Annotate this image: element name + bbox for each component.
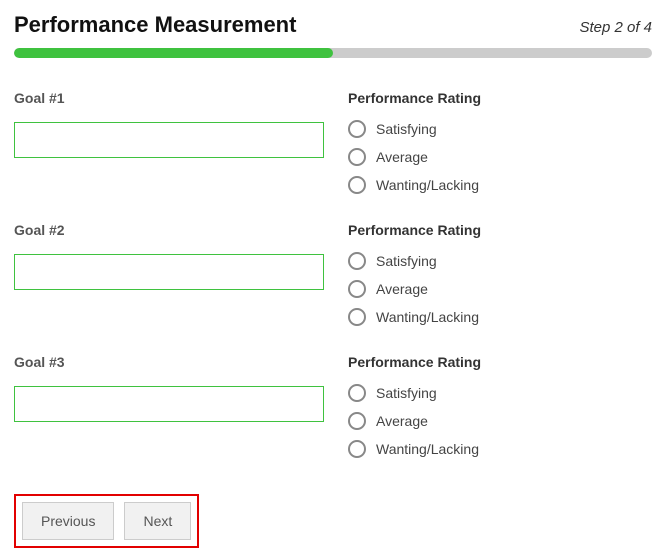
- rating-group-1: Satisfying Average Wanting/Lacking: [348, 120, 652, 194]
- rating-option[interactable]: Average: [348, 412, 652, 430]
- radio-icon: [348, 280, 366, 298]
- rating-option-label: Average: [376, 281, 428, 297]
- nav-button-bar: Previous Next: [14, 494, 199, 548]
- next-button[interactable]: Next: [124, 502, 191, 540]
- rating-option[interactable]: Average: [348, 280, 652, 298]
- rating-option[interactable]: Wanting/Lacking: [348, 176, 652, 194]
- radio-icon: [348, 176, 366, 194]
- radio-icon: [348, 120, 366, 138]
- progress-fill: [14, 48, 333, 58]
- goal-input-3[interactable]: [14, 386, 324, 422]
- rating-option-label: Wanting/Lacking: [376, 441, 479, 457]
- radio-icon: [348, 252, 366, 270]
- rating-heading: Performance Rating: [348, 222, 652, 238]
- rating-group-3: Satisfying Average Wanting/Lacking: [348, 384, 652, 458]
- goal-row: Goal #1 Performance Rating Satisfying Av…: [14, 90, 652, 204]
- rating-option-label: Average: [376, 413, 428, 429]
- rating-option[interactable]: Satisfying: [348, 384, 652, 402]
- radio-icon: [348, 384, 366, 402]
- rating-option[interactable]: Average: [348, 148, 652, 166]
- rating-option-label: Satisfying: [376, 121, 437, 137]
- rating-heading: Performance Rating: [348, 90, 652, 106]
- previous-button[interactable]: Previous: [22, 502, 114, 540]
- goal-row: Goal #3 Performance Rating Satisfying Av…: [14, 354, 652, 468]
- goal-input-1[interactable]: [14, 122, 324, 158]
- rating-option[interactable]: Satisfying: [348, 252, 652, 270]
- radio-icon: [348, 148, 366, 166]
- rating-option[interactable]: Satisfying: [348, 120, 652, 138]
- goal-label: Goal #1: [14, 90, 324, 106]
- goal-label: Goal #2: [14, 222, 324, 238]
- rating-option-label: Average: [376, 149, 428, 165]
- goal-row: Goal #2 Performance Rating Satisfying Av…: [14, 222, 652, 336]
- goal-label: Goal #3: [14, 354, 324, 370]
- radio-icon: [348, 440, 366, 458]
- rating-group-2: Satisfying Average Wanting/Lacking: [348, 252, 652, 326]
- page-title: Performance Measurement: [14, 12, 296, 38]
- radio-icon: [348, 308, 366, 326]
- rating-option-label: Satisfying: [376, 253, 437, 269]
- progress-bar: [14, 48, 652, 58]
- rating-option-label: Satisfying: [376, 385, 437, 401]
- radio-icon: [348, 412, 366, 430]
- rating-option-label: Wanting/Lacking: [376, 177, 479, 193]
- goal-input-2[interactable]: [14, 254, 324, 290]
- rating-option[interactable]: Wanting/Lacking: [348, 308, 652, 326]
- form-header: Performance Measurement Step 2 of 4: [14, 12, 652, 38]
- rating-option[interactable]: Wanting/Lacking: [348, 440, 652, 458]
- rating-option-label: Wanting/Lacking: [376, 309, 479, 325]
- step-indicator: Step 2 of 4: [579, 19, 652, 36]
- rating-heading: Performance Rating: [348, 354, 652, 370]
- goals-container: Goal #1 Performance Rating Satisfying Av…: [14, 90, 652, 468]
